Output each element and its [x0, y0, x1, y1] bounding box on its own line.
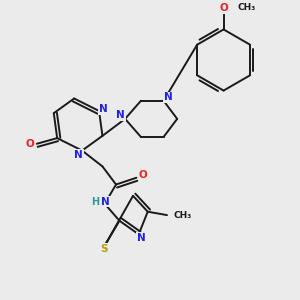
Text: CH₃: CH₃ [237, 3, 255, 12]
Text: N: N [74, 150, 83, 160]
Text: S: S [100, 244, 107, 254]
Text: N: N [116, 110, 125, 121]
Text: O: O [219, 3, 228, 13]
Text: N: N [99, 104, 108, 114]
Text: H: H [92, 196, 100, 206]
Text: O: O [139, 170, 148, 181]
Text: N: N [164, 92, 172, 102]
Text: N: N [136, 233, 145, 243]
Text: O: O [26, 139, 34, 149]
Text: N: N [101, 196, 110, 206]
Text: CH₃: CH₃ [174, 211, 192, 220]
